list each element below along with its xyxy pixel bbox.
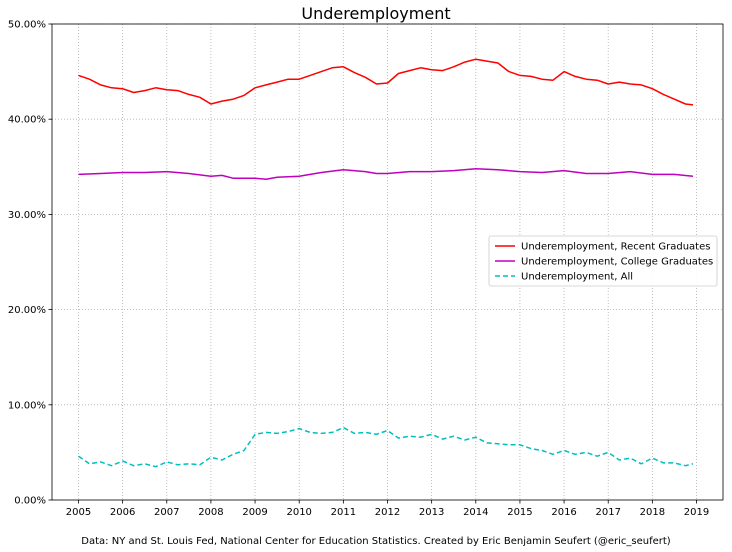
x-tick-label: 2008: [198, 507, 223, 518]
x-tick-label: 2016: [551, 507, 576, 518]
legend-label: Underemployment, All: [521, 272, 633, 283]
y-tick-label: 20.00%: [8, 305, 46, 316]
series-line-2: [78, 167, 694, 180]
legend-label: Underemployment, College Graduates: [521, 257, 713, 268]
x-tick-label: 2005: [66, 507, 91, 518]
x-tick-label: 2012: [375, 507, 400, 518]
x-tick-label: 2007: [154, 507, 179, 518]
y-axis: 0.00% 10.00% 20.00% 30.00% 40.00% 50.00%: [8, 20, 52, 507]
chart-title: Underemployment: [301, 4, 450, 23]
x-tick-label: 2019: [684, 507, 709, 518]
legend-box: [488, 235, 718, 287]
source-footnote: Data: NY and St. Louis Fed, National Cen…: [81, 536, 670, 547]
legend: Underemployment, Recent Graduates Underem…: [488, 235, 718, 287]
x-tick-label: 2013: [419, 507, 444, 518]
y-tick-label: 50.00%: [8, 20, 46, 31]
x-tick-label: 2017: [595, 507, 620, 518]
y-tick-label: 30.00%: [8, 210, 46, 221]
x-tick-label: 2011: [331, 507, 356, 518]
x-tick-label: 2015: [507, 507, 532, 518]
x-tick-label: 2018: [640, 507, 665, 518]
x-tick-label: 2009: [242, 507, 267, 518]
x-tick-label: 2006: [110, 507, 135, 518]
series-line-1: [78, 58, 694, 106]
x-tick-label: 2014: [463, 507, 488, 518]
series-layer: [78, 58, 694, 468]
y-tick-label: 10.00%: [8, 400, 46, 411]
x-axis: 2005 2006 2007 2008 2009 2010 2011 2012 2013 2014…: [66, 500, 709, 518]
y-tick-label: 0.00%: [14, 496, 46, 507]
legend-label: Underemployment, Recent Graduates: [521, 242, 710, 253]
x-tick-label: 2010: [286, 507, 311, 518]
y-tick-label: 40.00%: [8, 115, 46, 126]
